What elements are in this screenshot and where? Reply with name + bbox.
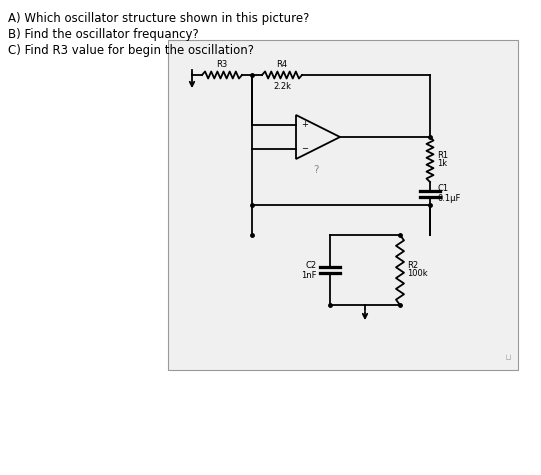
Bar — [168, 40, 518, 370]
Text: 0.1μF: 0.1μF — [437, 194, 460, 203]
Text: R3: R3 — [216, 60, 228, 69]
Text: B) Find the oscillator frequancy?: B) Find the oscillator frequancy? — [8, 28, 199, 41]
Text: ?: ? — [313, 165, 319, 175]
Text: R1: R1 — [437, 151, 448, 160]
Text: C1: C1 — [437, 184, 448, 193]
Text: 1nF: 1nF — [301, 270, 317, 279]
Text: 1k: 1k — [437, 159, 447, 168]
Text: 2.2k: 2.2k — [273, 82, 291, 91]
Text: └┘: └┘ — [504, 355, 514, 364]
Text: A) Which oscillator structure shown in this picture?: A) Which oscillator structure shown in t… — [8, 12, 309, 25]
Text: R4: R4 — [276, 60, 288, 69]
Text: −: − — [301, 144, 308, 153]
Text: 100k: 100k — [407, 269, 427, 278]
Text: C2: C2 — [306, 260, 317, 269]
Text: +: + — [301, 120, 308, 129]
Text: R2: R2 — [407, 262, 418, 270]
Text: C) Find R3 value for begin the oscillation?: C) Find R3 value for begin the oscillati… — [8, 44, 254, 57]
